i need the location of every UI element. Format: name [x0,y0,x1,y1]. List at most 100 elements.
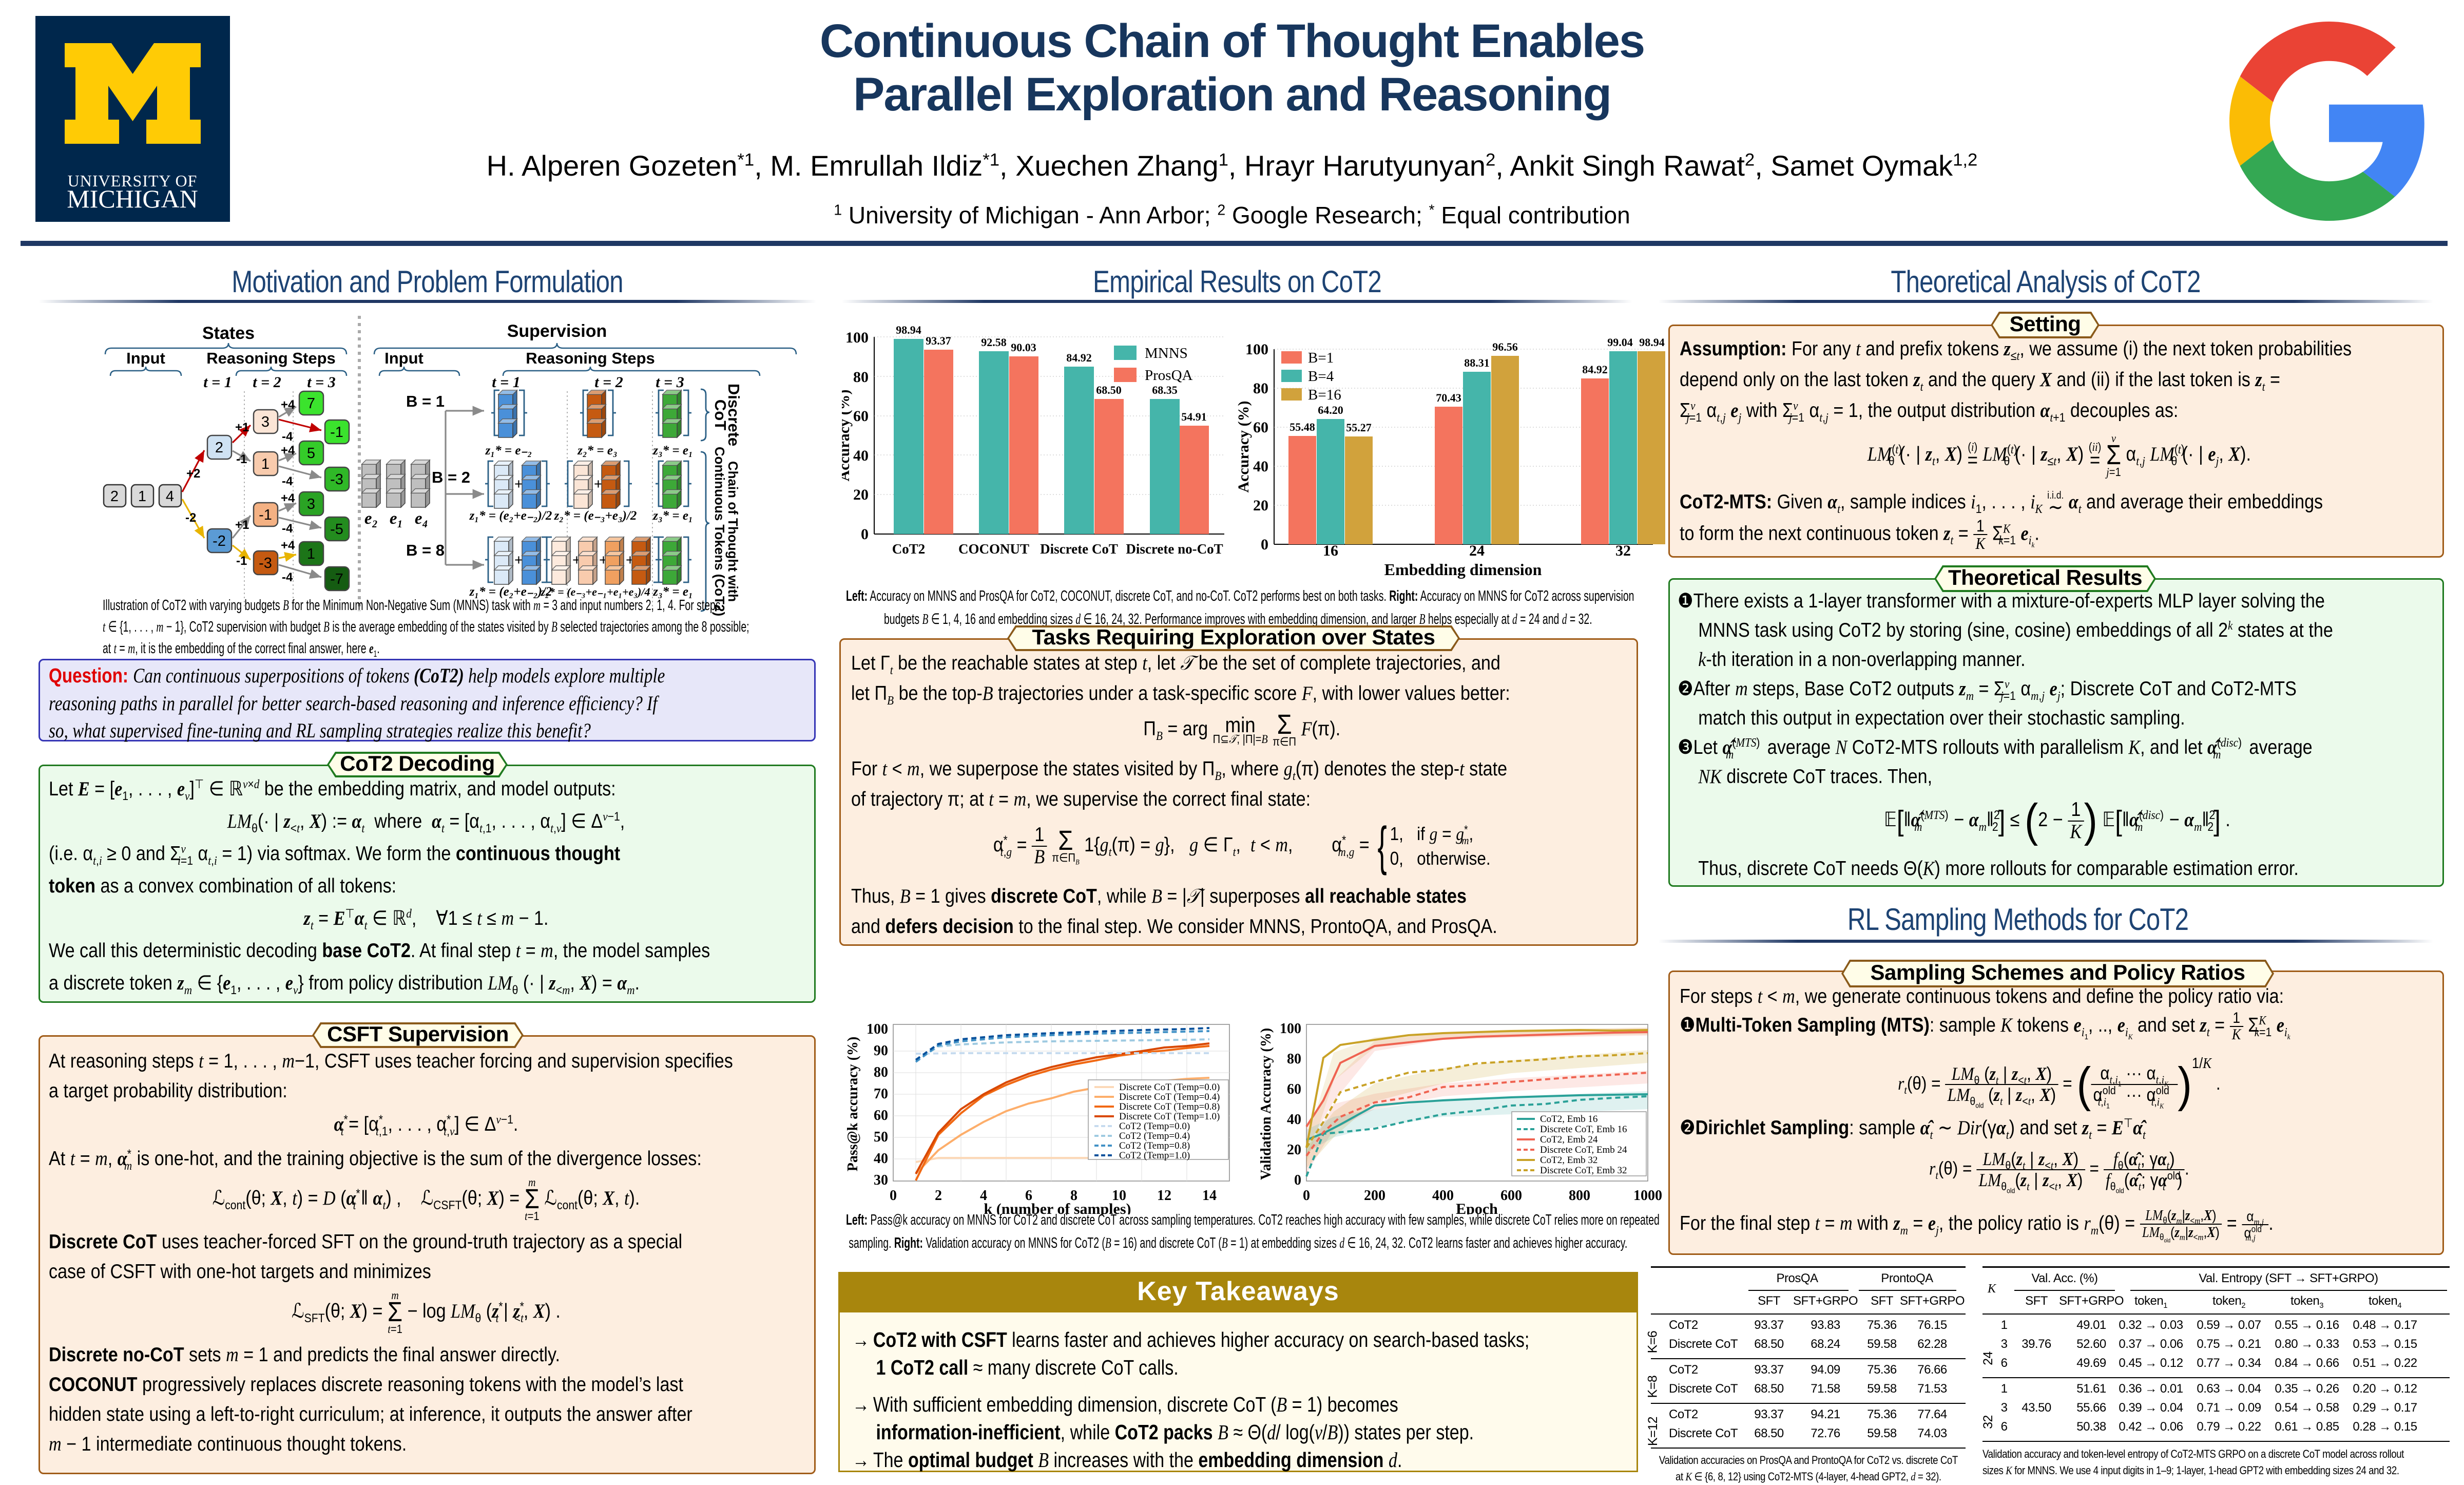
svg-text:Reasoning Steps: Reasoning Steps [526,349,655,367]
svg-text:0: 0 [1303,1188,1310,1204]
svg-text:+: + [594,476,603,492]
svg-text:Discrete CoT (Temp=1.0): Discrete CoT (Temp=1.0) [1119,1111,1220,1122]
svg-text:Discrete CoT, Emb 24: Discrete CoT, Emb 24 [1540,1145,1627,1155]
svg-text:+: + [514,476,523,492]
svg-text:30: 30 [874,1172,888,1188]
svg-text:12: 12 [1157,1188,1171,1204]
svg-text:0: 0 [861,526,869,543]
svg-text:z₁* = (e₂+e₋₂)/2: z₁* = (e₂+e₋₂)/2 [469,585,552,599]
svg-text:80: 80 [874,1064,888,1080]
svg-text:z₂* = (e₋₃+e₃)/2: z₂* = (e₋₃+e₃)/2 [554,509,637,523]
svg-text:B = 8: B = 8 [406,541,445,559]
svg-text:CoT2 (Temp=0.0): CoT2 (Temp=0.0) [1119,1121,1190,1132]
svg-text:64.20: 64.20 [1318,404,1343,416]
svg-text:CoT2, Emb 24: CoT2, Emb 24 [1540,1134,1598,1145]
svg-text:Embedding dimension: Embedding dimension [1384,560,1542,579]
svg-text:Validation Accuracy (%): Validation Accuracy (%) [1258,1028,1274,1180]
svg-text:1: 1 [261,456,270,472]
svg-text:60: 60 [1253,419,1268,436]
svg-text:Chain of Thought with: Chain of Thought with [725,461,741,602]
svg-text:8: 8 [1070,1188,1077,1204]
svg-text:Accuracy (%): Accuracy (%) [842,389,853,481]
svg-text:z₃* = e₁: z₃* = e₁ [652,444,693,458]
svg-text:-4: -4 [282,474,293,488]
svg-text:50: 50 [874,1129,888,1145]
svg-text:+1: +1 [235,518,249,532]
svg-text:92.58: 92.58 [981,336,1007,349]
svg-text:3: 3 [307,496,315,512]
svg-text:Discrete CoT (Temp=0.8): Discrete CoT (Temp=0.8) [1119,1101,1220,1112]
svg-text:98.94: 98.94 [896,323,921,336]
svg-text:-1: -1 [236,452,247,466]
svg-text:Discrete CoT (Temp=0.4): Discrete CoT (Temp=0.4) [1119,1092,1220,1102]
svg-text:z₁* = (e₂+e₋₂)/2: z₁* = (e₂+e₋₂)/2 [469,509,552,523]
svg-text:90.03: 90.03 [1011,341,1036,354]
svg-text:Reasoning Steps: Reasoning Steps [206,349,336,367]
svg-text:20: 20 [853,486,869,503]
svg-text:B=4: B=4 [1308,368,1334,385]
svg-text:B=1: B=1 [1308,350,1334,366]
svg-text:68.50: 68.50 [1096,384,1122,396]
svg-text:70: 70 [874,1086,888,1102]
svg-text:100: 100 [1245,341,1268,358]
svg-text:z₂* = e₃: z₂* = e₃ [577,444,618,458]
svg-text:96.56: 96.56 [1492,340,1518,353]
svg-text:32: 32 [1615,542,1631,559]
svg-text:100: 100 [845,329,869,346]
svg-text:98.94: 98.94 [1639,336,1665,349]
svg-text:Discrete CoT, Emb 16: Discrete CoT, Emb 16 [1540,1124,1627,1135]
svg-text:e₁: e₁ [390,509,403,528]
svg-text:60: 60 [874,1108,888,1124]
svg-text:0: 0 [890,1188,897,1204]
svg-text:+2: +2 [186,467,200,481]
svg-text:Accuracy (%): Accuracy (%) [1235,401,1252,492]
svg-text:+4: +4 [281,444,295,458]
svg-text:CoT2 (Temp=1.0): CoT2 (Temp=1.0) [1119,1150,1190,1161]
svg-text:CoT2 (Temp=0.4): CoT2 (Temp=0.4) [1119,1131,1190,1141]
svg-text:CoT2, Emb 16: CoT2, Emb 16 [1540,1114,1597,1125]
svg-text:4: 4 [980,1188,987,1204]
svg-text:Input: Input [384,349,424,367]
svg-text:-4: -4 [282,570,293,584]
svg-text:54.91: 54.91 [1181,410,1207,423]
svg-text:B = 1: B = 1 [406,392,445,410]
svg-text:84.92: 84.92 [1066,351,1092,364]
svg-text:24: 24 [1469,542,1485,559]
svg-text:z₂* = (e₋₃+e₋₁+e₁+e₃)/4: z₂* = (e₋₃+e₋₁+e₁+e₃)/4 [540,585,650,598]
svg-text:Discrete CoT (Temp=0.0): Discrete CoT (Temp=0.0) [1119,1082,1220,1093]
svg-text:2: 2 [215,440,223,456]
svg-text:B=16: B=16 [1308,387,1341,403]
svg-text:-1: -1 [236,554,247,568]
svg-text:COCONUT: COCONUT [958,541,1029,557]
svg-text:99.04: 99.04 [1607,336,1633,349]
svg-text:60: 60 [1287,1081,1301,1097]
svg-text:0: 0 [1261,536,1268,553]
svg-text:-2: -2 [213,533,226,549]
svg-text:80: 80 [1253,380,1268,397]
svg-text:84.92: 84.92 [1582,363,1608,376]
svg-text:-3: -3 [330,471,343,488]
svg-text:k (number of samples): k (number of samples) [984,1201,1131,1214]
svg-text:7: 7 [307,395,315,412]
svg-text:z₃* = e₁: z₃* = e₁ [652,585,693,599]
svg-text:100: 100 [1280,1021,1301,1037]
svg-text:States: States [202,323,255,343]
svg-text:Discrete CoT, Emb 32: Discrete CoT, Emb 32 [1540,1165,1627,1176]
svg-text:2: 2 [935,1188,942,1204]
svg-text:t = 2: t = 2 [253,374,281,391]
svg-text:CoT2: CoT2 [892,541,926,557]
svg-text:40: 40 [853,447,869,464]
svg-text:Supervision: Supervision [507,321,607,341]
svg-text:40: 40 [1253,458,1268,475]
svg-text:t = 2: t = 2 [594,374,623,391]
svg-text:3: 3 [261,414,270,430]
svg-text:t = 1: t = 1 [203,374,232,391]
svg-text:600: 600 [1500,1188,1522,1204]
svg-text:20: 20 [1253,497,1268,514]
svg-text:1000: 1000 [1633,1188,1662,1204]
svg-text:70.43: 70.43 [1436,391,1461,404]
svg-text:ProsQA: ProsQA [1145,367,1193,384]
svg-text:40: 40 [1287,1112,1301,1128]
svg-text:-3: -3 [259,555,272,572]
svg-text:UNIVERSITY OF: UNIVERSITY OF [68,172,198,190]
